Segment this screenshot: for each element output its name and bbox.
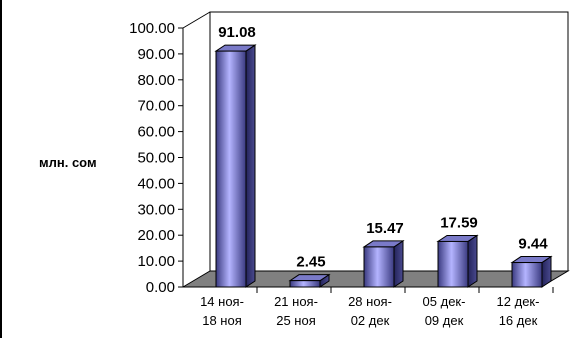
x-tick-label: 28 ноя- (348, 294, 392, 309)
bar (362, 239, 405, 288)
data-label: 9.44 (518, 236, 548, 253)
y-tick-label: 100.00 (129, 20, 175, 37)
data-label: 17.59 (440, 214, 478, 231)
bar (288, 273, 331, 288)
bar-front (363, 246, 395, 288)
y-tick-label: 70.00 (137, 98, 175, 115)
wall-top-edge (182, 11, 211, 29)
x-tick-label: 16 дек (499, 313, 538, 328)
bar-front (289, 280, 321, 288)
data-label: 2.45 (296, 254, 325, 271)
x-tick-label: 18 ноя (202, 313, 242, 328)
y-tick-label: 0.00 (146, 279, 175, 296)
y-tick-label: 10.00 (137, 253, 175, 270)
x-tick-label: 14 ноя- (200, 294, 244, 309)
data-label: 91.08 (218, 24, 256, 41)
bar-side (245, 44, 256, 288)
y-tick-label: 20.00 (137, 227, 175, 244)
y-tick-label: 30.00 (137, 201, 175, 218)
x-tick-label: 25 ноя (276, 313, 316, 328)
y-tick-label: 60.00 (137, 124, 175, 141)
x-tick-label: 12 дек- (497, 294, 540, 309)
bar (214, 44, 257, 288)
y-tick-label: 40.00 (137, 175, 175, 192)
bar-side (393, 239, 404, 288)
bars-group (214, 44, 553, 288)
x-tick-label: 02 дек (351, 313, 390, 328)
y-tick-group: 0.00 10.00 20.00 30.00 40.00 50.00 60.00 70.00 8… (129, 20, 183, 296)
y-tick-label: 50.00 (137, 150, 175, 167)
data-labels-group: 91.08 2.45 15.47 17.59 9.44 (218, 24, 548, 271)
bar-front (437, 240, 469, 288)
x-tick-label: 21 ноя- (274, 294, 318, 309)
bar-front (215, 50, 247, 288)
bar-side (467, 234, 478, 288)
x-tick-label: 09 дек (425, 313, 464, 328)
y-tick-label: 90.00 (137, 46, 175, 63)
x-tick-label: 05 дек- (423, 294, 466, 309)
data-label: 15.47 (366, 220, 404, 237)
y-tick-label: 80.00 (137, 72, 175, 89)
bar-front (511, 262, 543, 288)
y-axis-label: млн. сом (39, 155, 97, 170)
bar (436, 234, 479, 288)
bar (510, 255, 553, 288)
x-tick-group: 14 ноя- 18 ноя 21 ноя- 25 ноя 28 ноя- 02 дек 0… (183, 286, 554, 328)
